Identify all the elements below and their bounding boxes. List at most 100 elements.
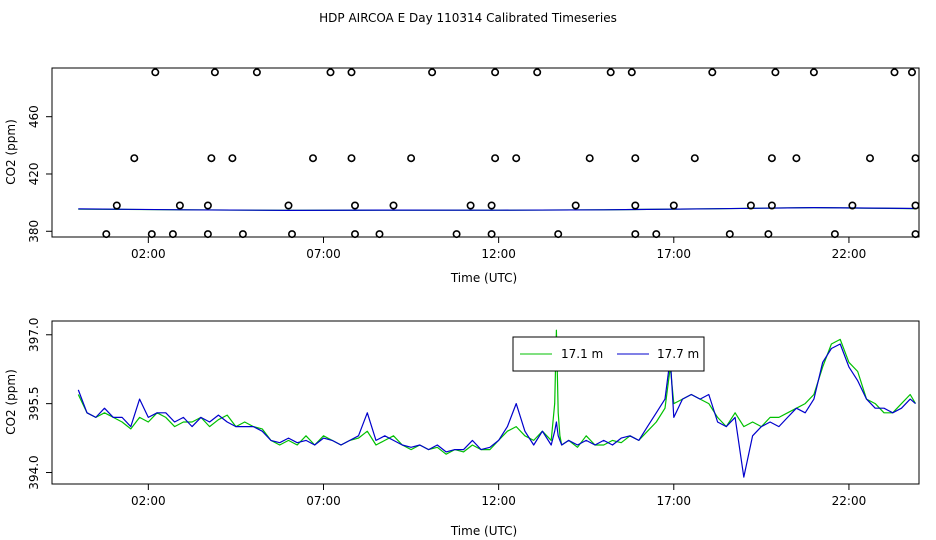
calibration-marker [830, 230, 839, 239]
calibration-marker [175, 201, 184, 210]
calibration-marker [308, 154, 317, 163]
calibration-marker [203, 230, 212, 239]
series-line-green [77, 329, 917, 455]
panel-2-y-axis: 394.0 395.5 397.0 [27, 318, 52, 490]
calibration-marker [347, 154, 356, 163]
calibration-marker [350, 201, 359, 210]
y-tick-label: 397.0 [27, 318, 41, 352]
calibration-marker [690, 154, 699, 163]
calibration-marker [228, 154, 237, 163]
calibration-marker [102, 230, 111, 239]
calibration-marker [764, 230, 773, 239]
calibration-marker [238, 230, 247, 239]
calibration-marker [708, 68, 717, 77]
x-tick-label: 22:00 [832, 494, 867, 508]
calibration-marker [631, 201, 640, 210]
panel-1-series [78, 207, 916, 211]
calibration-marker [487, 201, 496, 210]
calibration-marker [631, 154, 640, 163]
calibration-marker [585, 154, 594, 163]
x-tick-label: 12:00 [481, 247, 516, 261]
calibration-marker [452, 230, 461, 239]
series-line-blue [77, 343, 916, 478]
calibration-marker [130, 154, 139, 163]
calibration-marker [848, 201, 857, 210]
x-tick-label: 07:00 [306, 247, 341, 261]
y-tick-label: 394.0 [27, 455, 41, 489]
figure-title: HDP AIRCOA E Day 110314 Calibrated Times… [319, 11, 617, 25]
calibration-marker [652, 230, 661, 239]
calibration-marker [746, 201, 755, 210]
calibration-marker [767, 154, 776, 163]
panel-1-markers [102, 68, 920, 239]
calibration-marker [809, 68, 818, 77]
x-tick-label: 02:00 [131, 494, 166, 508]
calibration-marker [389, 201, 398, 210]
calibration-marker [168, 230, 177, 239]
calibration-marker [428, 68, 437, 77]
panel-1: 02:00 07:00 12:00 17:00 22:00 380 420 460 Time… [4, 67, 920, 285]
calibration-marker [571, 201, 580, 210]
panel-2-series [77, 329, 917, 478]
calibration-marker [890, 68, 899, 77]
panel-2-frame [51, 320, 920, 485]
x-tick-label: 07:00 [306, 494, 341, 508]
calibration-marker [203, 201, 212, 210]
calibration-marker [112, 201, 121, 210]
calibration-marker [725, 230, 734, 239]
calibration-marker [533, 68, 542, 77]
calibration-marker [911, 154, 920, 163]
panel-2-x-label: Time (UTC) [450, 524, 517, 538]
calibration-marker [326, 68, 335, 77]
y-tick-label: 395.5 [27, 386, 41, 420]
legend-label-17-7m: 17.7 m [657, 347, 699, 361]
panel-1-x-label: Time (UTC) [450, 271, 517, 285]
calibration-marker [407, 154, 416, 163]
calibration-marker [631, 230, 640, 239]
calibration-marker [627, 68, 636, 77]
calibration-marker [669, 201, 678, 210]
y-tick-label: 420 [27, 163, 41, 186]
panel-1-y-axis: 380 420 460 [27, 105, 52, 243]
calibration-marker [147, 230, 156, 239]
legend-label-17-1m: 17.1 m [561, 347, 603, 361]
calibration-marker [207, 154, 216, 163]
y-tick-label: 380 [27, 220, 41, 243]
calibration-marker [767, 201, 776, 210]
calibration-marker [252, 68, 261, 77]
panel-1-x-axis: 02:00 07:00 12:00 17:00 22:00 [131, 237, 866, 261]
calibration-marker [606, 68, 615, 77]
panel-1-y-label: CO2 (ppm) [4, 119, 18, 185]
calibration-marker [287, 230, 296, 239]
panel-2-y-label: CO2 (ppm) [4, 369, 18, 435]
calibration-marker [347, 68, 356, 77]
calibration-marker [512, 154, 521, 163]
x-tick-label: 02:00 [131, 247, 166, 261]
x-tick-label: 17:00 [656, 247, 691, 261]
calibration-marker [491, 154, 500, 163]
calibration-marker [911, 230, 920, 239]
panel-1-frame [51, 67, 920, 238]
calibration-marker [792, 154, 801, 163]
calibration-marker [284, 201, 293, 210]
y-tick-label: 460 [27, 105, 41, 128]
calibration-marker [151, 68, 160, 77]
calibration-marker [554, 230, 563, 239]
calibration-marker [466, 201, 475, 210]
calibration-marker [907, 68, 916, 77]
calibration-marker [210, 68, 219, 77]
calibration-marker [487, 230, 496, 239]
panel-2: 02:00 07:00 12:00 17:00 22:00 394.0 395.5 397.… [4, 318, 920, 538]
calibration-marker [865, 154, 874, 163]
calibration-marker [911, 201, 920, 210]
panel-2-x-axis: 02:00 07:00 12:00 17:00 22:00 [131, 484, 866, 508]
calibration-marker [771, 68, 780, 77]
calibration-marker [491, 68, 500, 77]
legend: 17.1 m 17.7 m [512, 336, 705, 372]
x-tick-label: 12:00 [481, 494, 516, 508]
calibration-marker [350, 230, 359, 239]
x-tick-label: 22:00 [832, 247, 867, 261]
calibration-marker [375, 230, 384, 239]
series-line-blue [78, 207, 916, 211]
